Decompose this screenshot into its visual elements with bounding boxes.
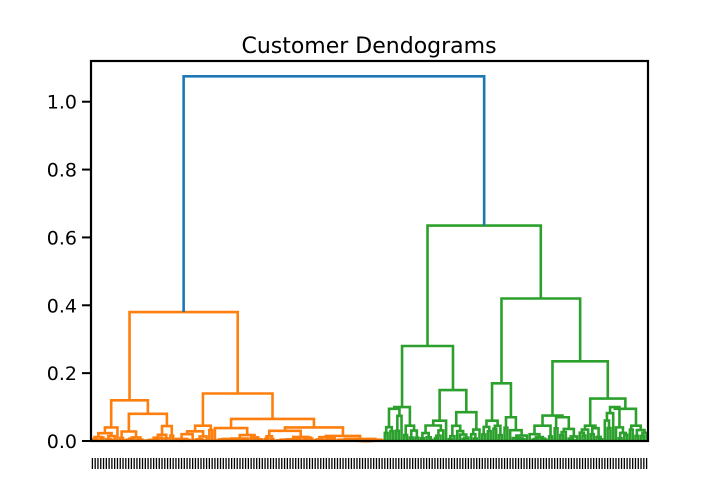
orange-link-37 — [195, 438, 204, 441]
green-link-159 — [528, 432, 541, 441]
green-link-187 — [628, 428, 634, 441]
green-link-134 — [471, 428, 481, 441]
green-link-157 — [539, 437, 547, 441]
green-link-180 — [603, 419, 611, 441]
y-tick-label-3: 0.6 — [47, 227, 77, 249]
green-link-132 — [472, 437, 479, 441]
green-link-190 — [641, 431, 648, 441]
orange-link-56 — [249, 436, 260, 441]
green-link-105 — [389, 429, 395, 441]
green-link-136 — [438, 388, 468, 421]
dendrogram-links — [91, 74, 648, 443]
orange-link-61 — [265, 434, 274, 439]
y-tick-label-1: 0.2 — [47, 363, 77, 385]
green-link-170 — [541, 414, 564, 426]
orange-link-38 — [198, 435, 208, 441]
green-link-145 — [503, 426, 509, 441]
green-link-144 — [485, 419, 499, 427]
green-link-193 — [613, 407, 638, 426]
y-tick-label-0: 0.0 — [47, 431, 77, 453]
green-link-133 — [469, 432, 477, 441]
orange-link-25 — [169, 434, 175, 441]
orange-link-12 — [127, 437, 136, 441]
orange-link-98 — [343, 437, 377, 441]
green-link-135 — [454, 410, 478, 430]
green-link-109 — [387, 407, 401, 428]
orange-link-7 — [97, 431, 113, 438]
green-link-126 — [448, 434, 456, 441]
orange-link-55 — [254, 437, 263, 441]
green-link-186 — [608, 405, 621, 428]
orange-link-102 — [201, 392, 274, 426]
green-link-196 — [500, 297, 582, 384]
orange-link-71 — [302, 437, 309, 441]
orange-link-24 — [156, 433, 168, 439]
orange-link-39 — [185, 429, 205, 437]
y-tick-label-4: 0.8 — [47, 160, 77, 182]
orange-link-52 — [229, 437, 250, 441]
orange-link-23 — [163, 436, 169, 441]
green-link-113 — [409, 429, 419, 438]
orange-link-6 — [107, 434, 116, 441]
green-link-150 — [515, 434, 529, 441]
green-link-104 — [383, 431, 389, 441]
y-axis: 0.0 0.2 0.4 0.6 0.8 1.0 — [47, 92, 91, 453]
orange-link-82 — [318, 435, 334, 440]
green-link-141 — [492, 427, 498, 441]
green-link-173 — [580, 428, 590, 441]
green-link-179 — [606, 426, 612, 441]
orange-link-74 — [291, 435, 310, 440]
orange-link-15 — [130, 436, 142, 440]
green-link-139 — [486, 429, 492, 441]
root-link-198 — [182, 74, 486, 313]
green-link-197 — [426, 224, 543, 346]
green-link-137 — [400, 344, 455, 408]
green-link-183 — [623, 433, 629, 441]
chart-title: Customer Dendograms — [241, 34, 496, 59]
green-link-153 — [490, 382, 513, 421]
y-tick-label-5: 1.0 — [47, 92, 77, 114]
orange-link-28 — [109, 398, 150, 428]
green-link-188 — [634, 434, 640, 441]
green-link-195 — [551, 359, 610, 416]
orange-link-8 — [103, 426, 119, 441]
green-link-151 — [508, 428, 523, 441]
green-link-121 — [435, 434, 442, 441]
green-link-191 — [635, 428, 646, 436]
green-link-138 — [480, 433, 487, 441]
green-link-120 — [433, 436, 440, 441]
green-link-122 — [437, 429, 445, 441]
green-link-110 — [403, 433, 409, 441]
green-link-124 — [431, 419, 448, 441]
orange-link-100 — [283, 426, 345, 436]
green-link-184 — [618, 431, 628, 439]
green-link-162 — [553, 426, 559, 441]
orange-link-99 — [324, 434, 362, 439]
y-tick-label-2: 0.4 — [47, 295, 77, 317]
green-link-112 — [414, 436, 420, 441]
green-link-140 — [482, 425, 491, 435]
green-link-107 — [394, 429, 401, 441]
orange-link-103 — [128, 310, 240, 401]
orange-link-40 — [208, 428, 214, 441]
x-leaf-ticks — [91, 458, 648, 469]
green-link-118 — [425, 436, 433, 441]
orange-link-3 — [93, 435, 104, 440]
green-link-114 — [404, 424, 416, 436]
plot-frame — [89, 59, 650, 443]
green-link-181 — [605, 411, 615, 441]
orange-link-59 — [263, 437, 270, 441]
green-link-123 — [424, 424, 443, 434]
